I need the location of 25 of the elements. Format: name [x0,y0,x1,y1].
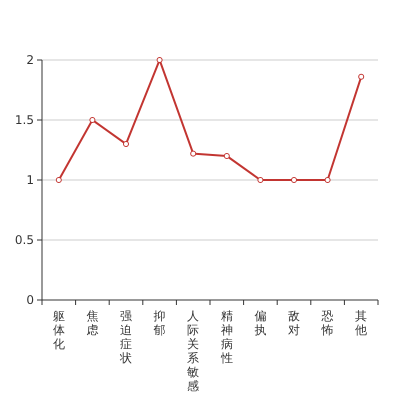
y-tick-label: 0.5 [14,233,34,247]
point [358,74,364,80]
y-tick-label: 0 [26,293,34,307]
x-tick-label: 抑郁 [154,309,166,337]
point [56,177,62,183]
x-tick-label: 其他 [355,309,368,337]
point [257,177,264,183]
y-tick-label: 1 [26,173,34,187]
point [190,150,196,157]
point [224,153,230,159]
point [89,117,96,123]
y-tick-label: 2 [26,53,34,67]
x-tick-label: 恐怖 [320,309,334,337]
x-tick-label: 人际关系敏感 [187,309,200,393]
x-tick-label: 躯体化 [52,309,65,351]
point [156,57,163,63]
x-tick-label: 偏执 [254,309,266,337]
point [123,141,129,147]
x-tick-label: 精神病性 [220,309,233,365]
y-tick-label: 1.5 [14,113,34,127]
point [324,177,331,183]
x-tick-label: 强迫症状 [119,309,132,365]
x-tick-label: 敌对 [288,309,300,337]
x-tick-label: 焦虑 [86,309,98,337]
point [291,177,297,183]
